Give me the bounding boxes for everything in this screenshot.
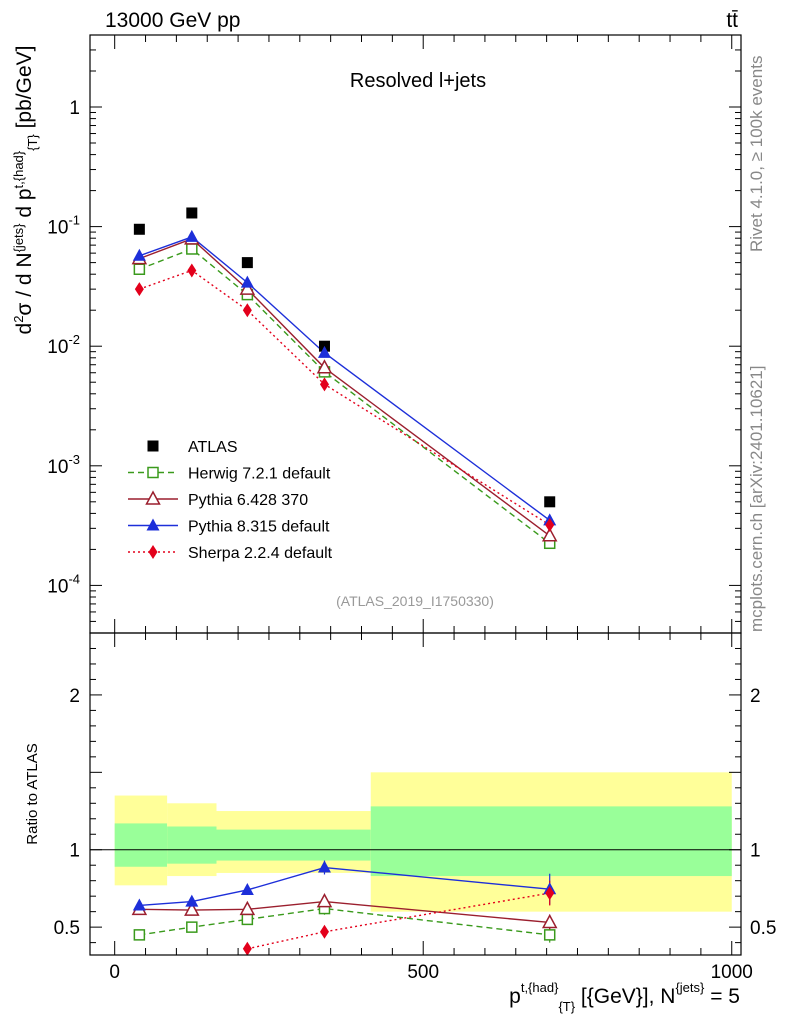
legend-pythia-6-428-370-marker	[145, 490, 161, 505]
main-atlas-point	[133, 223, 145, 235]
main-pythia-6-428-370-point	[239, 280, 256, 295]
rivet-label: Rivet 4.1.0, ≥ 100k events	[747, 56, 766, 252]
legend-herwig-7-2-1-default-label: Herwig 7.2.1 default	[188, 466, 331, 483]
ratio-pythia-8-315-default-point	[132, 898, 146, 911]
ratio-herwig-7-2-1-default-point	[133, 929, 146, 941]
ratio-herwig-7-2-1-default-line	[139, 907, 550, 936]
ratio-y-tick-label: 2	[69, 686, 80, 707]
ratio-y-tick-label: 0.5	[54, 918, 80, 939]
legend-sherpa-2-2-4-default-marker	[148, 545, 158, 559]
main-pythia-8-315-default-point	[317, 345, 331, 358]
main-pythia-8-315-default-point	[185, 229, 199, 242]
ratio-stat-uncertainty-band	[114, 823, 168, 867]
ratio-herwig-7-2-1-default-point	[543, 929, 556, 941]
ratio-sherpa-2-2-4-default-point	[545, 886, 555, 901]
main-y-tick-label: 10-1	[47, 213, 80, 239]
x-tick-label: 500	[407, 962, 439, 983]
ratio-stat-uncertainty-band	[216, 829, 371, 861]
main-y-tick-label: 10-4	[47, 571, 80, 597]
main-pythia-8-315-default-point	[132, 248, 146, 261]
ratio-pythia-8-315-default-point	[185, 894, 199, 907]
analysis-tag: (ATLAS_2019_I1750330)	[336, 593, 494, 609]
ratio-pythia-6-428-370-point	[184, 901, 200, 916]
ratio-sherpa-2-2-4-default-point	[242, 941, 252, 956]
energy-label: 13000 GeV pp	[105, 9, 240, 32]
main-plot-frame	[89, 34, 742, 634]
ratio-herwig-7-2-1-default-point	[186, 921, 198, 933]
main-y-tick-label: 10-3	[47, 452, 80, 478]
ratio-pythia-6-428-370-point	[239, 900, 256, 916]
main-y-axis-label: d2σ / d N{jets} d pt,{had}{T} [pb/GeV]	[11, 46, 40, 335]
x-tick-label: 1000	[711, 962, 753, 983]
main-sherpa-2-2-4-default-point	[545, 517, 555, 532]
main-sherpa-2-2-4-default-point	[187, 263, 197, 278]
ratio-pythia-8-315-default-point	[317, 860, 331, 873]
legend-sherpa-2-2-4-default-label: Sherpa 2.2.4 default	[188, 545, 333, 562]
ratio-plot-frame	[89, 632, 742, 956]
main-pythia-6-428-370-point	[316, 359, 333, 374]
main-herwig-7-2-1-default-point	[186, 243, 198, 255]
ratio-y-tick-label: 1	[69, 841, 80, 862]
ratio-sherpa-2-2-4-default-point	[319, 924, 329, 939]
ratio-pythia-8-315-default-point	[240, 882, 254, 895]
main-atlas-point	[186, 207, 198, 219]
main-atlas-point	[544, 496, 556, 508]
legend-herwig-7-2-1-default-marker	[147, 466, 159, 479]
ratio-pythia-6-428-370-point	[541, 913, 558, 929]
main-pythia-8-315-default-point	[240, 275, 254, 288]
main-y-tick-label: 1	[69, 98, 80, 119]
x-axis-label: pt,{had}{T} [{GeV}], N{jets} = 5	[509, 980, 740, 1014]
process-label: tt̄	[726, 9, 738, 32]
main-sherpa-2-2-4-default-point	[319, 377, 329, 392]
ratio-y-axis-label: Ratio to ATLAS	[24, 743, 41, 844]
main-herwig-7-2-1-default-line	[139, 248, 551, 544]
ratio-y-tick-label-right: 2	[750, 686, 761, 707]
main-sherpa-2-2-4-default-point	[242, 303, 252, 318]
legend-pythia-8-315-default-marker	[146, 518, 160, 531]
ratio-pythia-6-428-370-point	[316, 893, 333, 908]
legend-pythia-6-428-370-label: Pythia 6.428 370	[188, 492, 308, 509]
ratio-stat-uncertainty-band	[167, 826, 217, 864]
ratio-y-tick-label-right: 0.5	[750, 918, 776, 939]
ratio-stat-uncertainty-band	[370, 806, 732, 877]
main-sherpa-2-2-4-default-line	[139, 269, 551, 526]
main-herwig-7-2-1-default-point	[133, 263, 146, 275]
legend-atlas-marker	[147, 440, 159, 452]
main-pythia-6-428-370-point	[541, 527, 558, 542]
legend-pythia-8-315-default-label: Pythia 8.315 default	[188, 519, 330, 536]
mcplots-label: mcplots.cern.ch [arXiv:2401.10621]	[747, 366, 766, 632]
ratio-sherpa-2-2-4-default-line	[247, 892, 550, 950]
main-atlas-point	[241, 257, 253, 269]
main-y-tick-label: 10-2	[47, 332, 80, 358]
ratio-herwig-7-2-1-default-point	[241, 913, 254, 926]
plot-title: Resolved l+jets	[350, 70, 486, 92]
legend-atlas-label: ATLAS	[188, 439, 238, 456]
x-tick-label: 0	[109, 962, 120, 983]
ratio-y-tick-label-right: 1	[750, 841, 761, 862]
main-sherpa-2-2-4-default-point	[134, 282, 144, 297]
